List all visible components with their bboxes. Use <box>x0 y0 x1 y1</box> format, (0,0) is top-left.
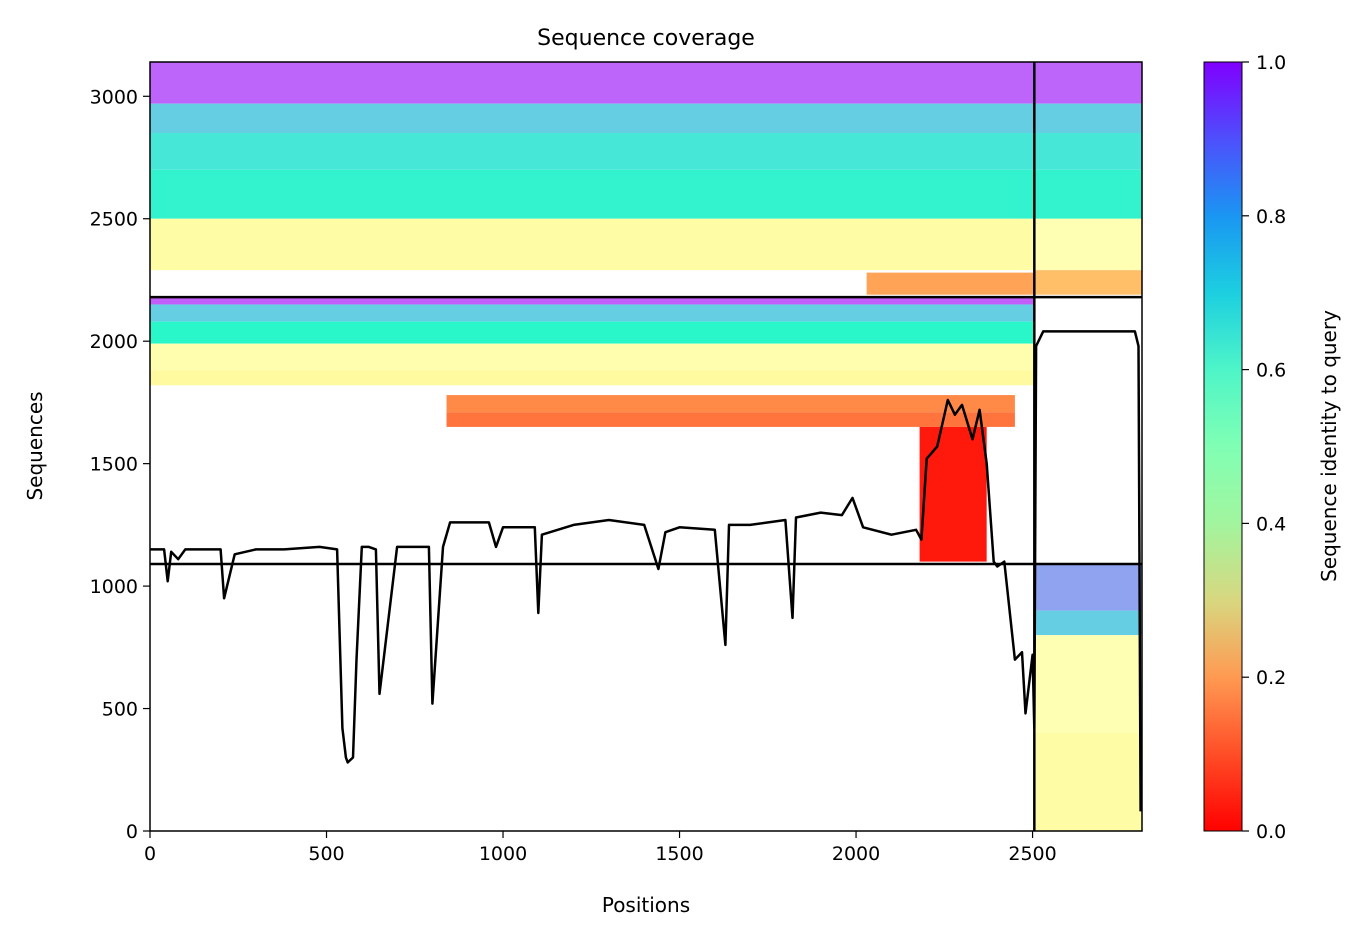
block-3-band-2 <box>150 133 1142 170</box>
y-tick-label: 500 <box>102 699 138 721</box>
block-3-band-0 <box>150 62 1142 104</box>
block-3-band-7 <box>1034 270 1142 295</box>
y-tick-label: 0 <box>126 821 138 843</box>
colorbar <box>1203 61 1243 832</box>
block-2-band-5 <box>446 395 1015 413</box>
block-2-band-2 <box>150 321 1035 344</box>
heatmap-bands <box>150 62 1142 831</box>
y-tick-label: 1500 <box>90 454 138 476</box>
block-2-band-3 <box>150 343 1035 371</box>
block-3-band-4 <box>150 218 1035 271</box>
y-tick-label: 3000 <box>90 86 138 108</box>
block-1-band-2 <box>1034 610 1142 636</box>
x-tick-label: 1500 <box>655 843 703 865</box>
coverage-lines <box>150 62 1142 831</box>
x-tick-label: 1000 <box>479 843 527 865</box>
x-tick-label: 0 <box>144 843 156 865</box>
colorbar-label: Sequence identity to query <box>1317 310 1341 582</box>
colorbar-tick-label: 0.6 <box>1256 360 1286 382</box>
block-3-band-3 <box>150 169 1142 219</box>
block-2-band-6 <box>446 412 1015 427</box>
block-2-band-1 <box>150 304 1035 322</box>
y-tick-label: 2000 <box>90 331 138 353</box>
block-1-band-3 <box>1034 564 1142 611</box>
x-tick-label: 2500 <box>1008 843 1056 865</box>
coverage-line <box>150 330 1142 812</box>
colorbar-tick-label: 0.8 <box>1256 206 1286 228</box>
colorbar-tick-label: 1.0 <box>1256 52 1286 74</box>
block-2-band-4 <box>150 370 1035 386</box>
y-tick-label: 1000 <box>90 576 138 598</box>
y-tick-label: 2500 <box>90 209 138 231</box>
colorbar-tick-label: 0.2 <box>1256 667 1286 689</box>
chart-title: Sequence coverage <box>537 26 755 51</box>
block-1-band-1 <box>1034 635 1142 734</box>
block-1-band-0 <box>1034 733 1142 831</box>
x-axis-ticks: 0 500 1000 1500 2000 2500 <box>144 831 1057 865</box>
block-3-band-1 <box>150 103 1142 134</box>
plot-frame <box>149 61 1143 832</box>
colorbar-ticks: 0.0 0.2 0.4 0.6 0.8 1.0 <box>1242 52 1286 843</box>
y-axis-label: Sequences <box>23 391 47 500</box>
x-axis-label: Positions <box>602 893 690 917</box>
y-axis-ticks: 0 500 1000 1500 2000 2500 3000 <box>90 86 150 843</box>
colorbar-tick-label: 0.0 <box>1256 821 1286 843</box>
x-tick-label: 500 <box>308 843 344 865</box>
colorbar-tick-label: 0.4 <box>1256 513 1286 535</box>
block-3-band-5 <box>1034 218 1142 271</box>
x-tick-label: 2000 <box>832 843 880 865</box>
block-2-band-7 <box>919 426 987 562</box>
block-2-band-0 <box>150 297 1035 305</box>
block-3-band-6 <box>866 272 1035 295</box>
